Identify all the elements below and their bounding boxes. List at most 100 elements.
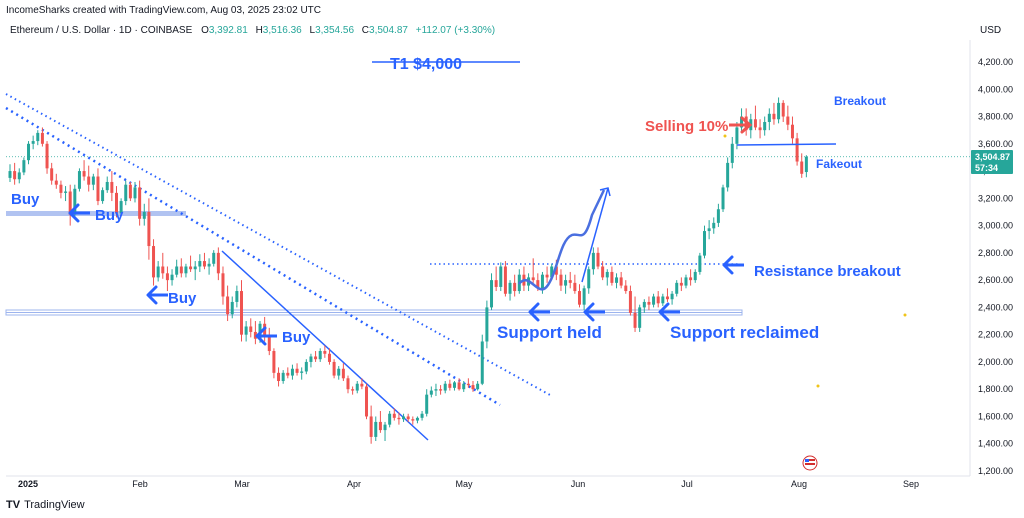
flag-stripe [805, 463, 815, 465]
t1-target-label: T1 $4,000 [390, 56, 462, 73]
candle-body [628, 291, 632, 313]
tradingview-text: TradingView [24, 499, 85, 511]
trendline-solid [221, 250, 429, 441]
projection-curve [518, 189, 606, 291]
candle-body [415, 417, 419, 421]
candle-body [573, 282, 577, 292]
breakout-line [736, 143, 837, 146]
candle-body [767, 113, 771, 122]
candle-body [638, 307, 642, 328]
candle-body [476, 383, 480, 390]
arrow-head [740, 116, 753, 134]
candle-body [290, 368, 294, 376]
candle-body [114, 192, 118, 214]
flag-canton [805, 459, 809, 462]
support-held-arrow-1 [528, 302, 550, 322]
candle-body [96, 176, 100, 202]
ohlc-open-key: O [201, 25, 209, 36]
candle-body [207, 263, 211, 267]
candle-body [591, 252, 595, 270]
candle-body [36, 132, 40, 142]
projection-arrow-line [581, 187, 609, 283]
ohlc-close-value: 3,504.87 [369, 25, 408, 36]
y-tick-label: 2,200.00 [978, 330, 1013, 340]
candle-body [133, 187, 137, 199]
y-tick-label: 1,600.00 [978, 411, 1013, 421]
candle-body [27, 143, 31, 161]
candle-body [101, 190, 105, 202]
candle-body [619, 277, 623, 286]
candle-body [698, 255, 702, 272]
ohlc-open-value: 3,392.81 [208, 25, 248, 36]
candle-body [425, 394, 429, 414]
candle-body [17, 172, 21, 180]
candle-body [624, 285, 628, 292]
candle-body [740, 116, 744, 128]
x-tick-label: Apr [347, 479, 361, 489]
buy-label-3: Buy [168, 290, 197, 307]
candle-body [281, 372, 285, 382]
arrow-head [255, 326, 267, 346]
candle-body [22, 160, 26, 173]
candle-body [462, 383, 466, 390]
candle-body [286, 372, 290, 376]
x-tick-label: Mar [234, 479, 250, 489]
candle-body [665, 296, 669, 300]
selling-label: Selling 10% [645, 118, 728, 135]
candle-body [550, 266, 554, 278]
candle-body [314, 356, 318, 360]
candle-body [253, 331, 257, 339]
candle-body [235, 291, 239, 302]
footer-brand: TV TradingView [6, 499, 85, 511]
ohlc-low-value: 3,354.56 [315, 25, 355, 36]
y-tick-label: 3,200.00 [978, 193, 1013, 203]
candle-body [68, 191, 72, 215]
candle-body [735, 127, 739, 144]
marker-dot [816, 384, 820, 388]
candle-body [670, 293, 674, 300]
candle-body [300, 371, 304, 373]
candle-body [388, 413, 392, 425]
y-tick-label: 2,400.00 [978, 302, 1013, 312]
candle-body [753, 119, 757, 128]
candle-body [554, 266, 558, 275]
candle-body [309, 356, 313, 362]
candle-body [536, 280, 540, 289]
buy-arrow-3 [146, 285, 168, 305]
candle-body [226, 296, 230, 315]
candle-body [360, 383, 364, 387]
candle-body [341, 368, 345, 379]
candle-body [804, 156, 808, 173]
x-tick-label: May [455, 479, 473, 489]
buy-label-2: Buy [95, 207, 124, 224]
support-reclaimed-arrow [658, 302, 680, 322]
candle-body [689, 277, 693, 281]
y-tick-label: 3,000.00 [978, 221, 1013, 231]
candle-body [587, 269, 591, 289]
arrow-head [528, 302, 540, 322]
candle-body [346, 378, 350, 390]
candle-body [684, 277, 688, 286]
candle-body [582, 288, 586, 305]
candle-body [564, 280, 568, 286]
candle-body [124, 184, 128, 202]
candle-body [216, 252, 220, 274]
candle-body [175, 266, 179, 275]
ohlc-high-value: 3,516.36 [262, 25, 302, 36]
candle-body [531, 277, 535, 281]
candle-body [726, 162, 730, 188]
candle-body [110, 181, 114, 193]
x-tick-label: Sep [903, 479, 919, 489]
candle-body [420, 413, 424, 418]
flag-stripe [805, 459, 815, 461]
candle-body [679, 282, 683, 286]
y-tick-label: 3,800.00 [978, 112, 1013, 122]
candle-body [675, 282, 679, 294]
candle-body [230, 301, 234, 315]
candle-body [267, 334, 271, 352]
candle-body [383, 424, 387, 431]
candle-body [156, 266, 160, 278]
tradingview-logo: TV [6, 499, 21, 511]
candle-body [82, 171, 86, 177]
